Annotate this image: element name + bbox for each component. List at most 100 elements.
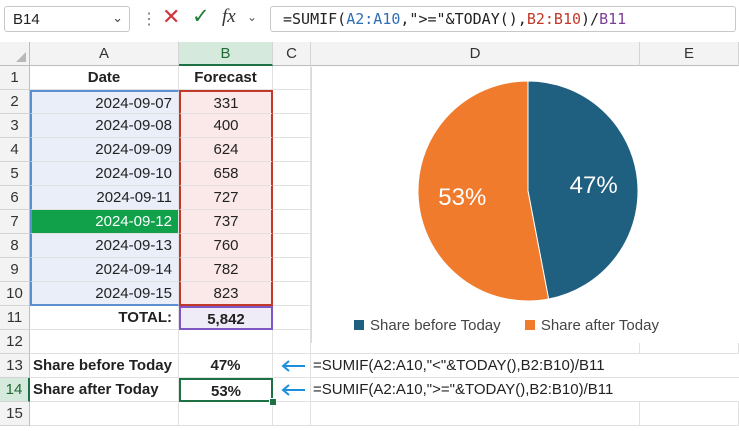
formula-input[interactable]: =SUMIF(A2:A10,">="&TODAY(),B2:B10)/B11: [270, 6, 736, 32]
header-forecast[interactable]: Forecast: [179, 66, 273, 90]
formula-part: )/: [581, 10, 600, 28]
pie-chart[interactable]: 47% 53% Share before Today Share after To…: [311, 67, 739, 343]
column-header-e[interactable]: E: [640, 42, 739, 66]
legend-label-after: Share after Today: [540, 317, 659, 334]
legend-item-before: Share before Today: [354, 317, 501, 334]
pie-slice-before[interactable]: [527, 80, 639, 300]
share-after-value-selected[interactable]: 53%: [179, 378, 273, 402]
legend-item-after: Share after Today: [524, 317, 659, 334]
enter-check-icon[interactable]: ✓: [192, 5, 210, 28]
formula-text: =SUMIF(A2:A10,">="&TODAY(),B2:B10)/B11: [283, 10, 626, 28]
legend-label-before: Share before Today: [370, 317, 501, 334]
row-header[interactable]: 1: [0, 66, 30, 90]
date-cell[interactable]: 2024-09-15: [30, 282, 179, 306]
empty-cell[interactable]: [273, 258, 311, 282]
expand-chevron-icon[interactable]: ⌄: [247, 10, 258, 24]
formula-text-after[interactable]: =SUMIF(A2:A10,">="&TODAY(),B2:B10)/B11: [311, 378, 739, 402]
share-before-label[interactable]: Share before Today: [30, 354, 179, 378]
forecast-cell[interactable]: 782: [179, 258, 273, 282]
legend-swatch-before: [354, 320, 364, 330]
pie-chart-plot: 47% 53%: [417, 80, 639, 302]
name-box-value: B14: [13, 11, 40, 28]
row-header[interactable]: 3: [0, 114, 30, 138]
row-header[interactable]: 10: [0, 282, 30, 306]
row-header-selected[interactable]: 14: [0, 378, 30, 402]
row-header[interactable]: 15: [0, 402, 30, 426]
empty-cell[interactable]: [30, 402, 179, 426]
forecast-cell[interactable]: 624: [179, 138, 273, 162]
chart-legend: Share before Today Share after Today: [354, 317, 679, 334]
empty-cell[interactable]: [273, 402, 311, 426]
empty-cell[interactable]: [273, 114, 311, 138]
row-header[interactable]: 4: [0, 138, 30, 162]
data-label-before: 47%: [570, 172, 618, 199]
empty-cell[interactable]: [640, 402, 739, 426]
pie-slice-after[interactable]: [417, 80, 550, 302]
header-date[interactable]: Date: [30, 66, 179, 90]
row-header[interactable]: 8: [0, 234, 30, 258]
empty-cell[interactable]: [311, 402, 640, 426]
empty-cell[interactable]: [273, 138, 311, 162]
empty-cell[interactable]: [273, 306, 311, 330]
formula-bar: B14 ⌄ ⋮ ✕ ✓ fx ⌄ =SUMIF(A2:A10,">="&TODA…: [0, 0, 739, 38]
total-value[interactable]: 5,842: [179, 306, 273, 330]
row-header[interactable]: 12: [0, 330, 30, 354]
empty-cell[interactable]: [273, 66, 311, 90]
row-header[interactable]: 11: [0, 306, 30, 330]
empty-cell[interactable]: [30, 330, 179, 354]
date-cell[interactable]: 2024-09-13: [30, 234, 179, 258]
row-header[interactable]: 13: [0, 354, 30, 378]
insert-function-icon[interactable]: fx: [222, 6, 236, 27]
date-cell[interactable]: 2024-09-12: [30, 210, 179, 234]
date-cell[interactable]: 2024-09-10: [30, 162, 179, 186]
legend-swatch-after: [524, 320, 535, 330]
row-header[interactable]: 7: [0, 210, 30, 234]
column-header-b[interactable]: B: [179, 42, 273, 66]
forecast-cell[interactable]: 727: [179, 186, 273, 210]
empty-cell[interactable]: [273, 210, 311, 234]
row-header[interactable]: 9: [0, 258, 30, 282]
empty-cell[interactable]: [179, 402, 273, 426]
date-cell[interactable]: 2024-09-09: [30, 138, 179, 162]
empty-cell[interactable]: [273, 234, 311, 258]
empty-cell[interactable]: [273, 330, 311, 354]
date-cell[interactable]: 2024-09-11: [30, 186, 179, 210]
forecast-cell[interactable]: 823: [179, 282, 273, 306]
date-cell[interactable]: 2024-09-14: [30, 258, 179, 282]
empty-cell[interactable]: [273, 90, 311, 114]
column-header-d[interactable]: D: [311, 42, 640, 66]
row-header[interactable]: 6: [0, 186, 30, 210]
empty-cell[interactable]: [179, 330, 273, 354]
row-header[interactable]: 2: [0, 90, 30, 114]
cancel-icon[interactable]: ✕: [162, 4, 181, 29]
more-options-icon[interactable]: ⋮: [141, 11, 157, 28]
chevron-down-icon[interactable]: ⌄: [112, 10, 123, 25]
forecast-cell[interactable]: 331: [179, 90, 273, 114]
empty-cell[interactable]: [273, 378, 311, 402]
empty-cell[interactable]: [273, 354, 311, 378]
select-all-corner[interactable]: [0, 42, 30, 66]
share-after-label[interactable]: Share after Today: [30, 378, 179, 402]
column-header-a[interactable]: A: [30, 42, 179, 66]
share-before-value[interactable]: 47%: [179, 354, 273, 378]
row-header[interactable]: 5: [0, 162, 30, 186]
forecast-cell[interactable]: 400: [179, 114, 273, 138]
column-header-c[interactable]: C: [273, 42, 311, 66]
name-box[interactable]: B14 ⌄: [4, 6, 130, 32]
date-cell[interactable]: 2024-09-08: [30, 114, 179, 138]
empty-cell[interactable]: [273, 186, 311, 210]
arrow-left-icon: [281, 384, 305, 396]
empty-cell[interactable]: [273, 162, 311, 186]
data-label-after: 53%: [438, 184, 486, 211]
date-cell[interactable]: 2024-09-07: [30, 90, 179, 114]
fill-handle[interactable]: [269, 398, 277, 406]
forecast-cell[interactable]: 658: [179, 162, 273, 186]
forecast-cell[interactable]: 760: [179, 234, 273, 258]
formula-ref-c: B11: [599, 10, 627, 28]
formula-part: =SUMIF(: [283, 10, 347, 28]
total-label[interactable]: TOTAL:: [30, 306, 179, 330]
formula-text-before[interactable]: =SUMIF(A2:A10,"<"&TODAY(),B2:B10)/B11: [311, 354, 739, 378]
formula-ref-a: A2:A10: [346, 10, 401, 28]
empty-cell[interactable]: [273, 282, 311, 306]
forecast-cell[interactable]: 737: [179, 210, 273, 234]
